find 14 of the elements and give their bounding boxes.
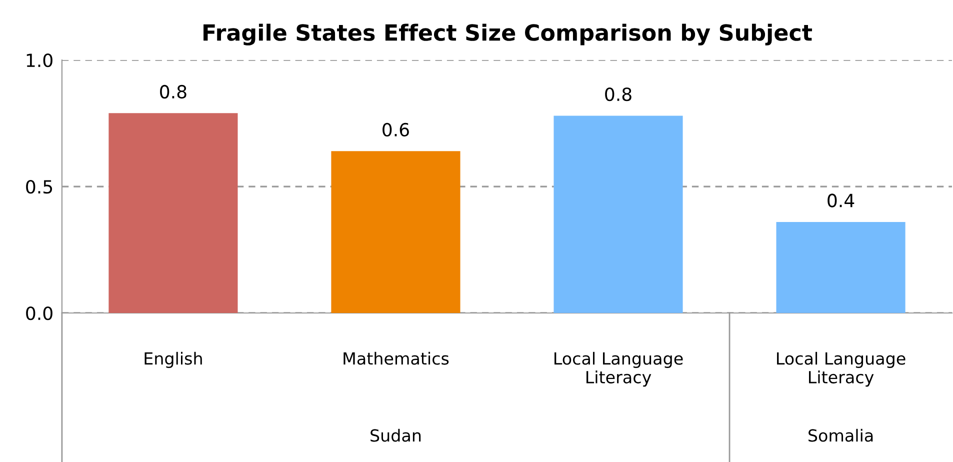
x-tick-label: Local Language Literacy (554, 352, 683, 387)
text: Somalia (808, 428, 873, 442)
x-tick-label: English (144, 352, 202, 368)
x-tick-label: Mathematics (344, 352, 449, 365)
chart-title: Fragile States Effect Size Comparison by Subject (204, 24, 812, 46)
y-tick-label: 1.0 (26, 54, 52, 68)
x-tick-label: Local Language Literacy (777, 352, 906, 387)
data-label: 0.4 (828, 194, 854, 208)
data-label: 0.8 (605, 87, 632, 102)
data-label: 0.6 (382, 122, 409, 137)
y-tick-label: 0.0 (26, 306, 52, 320)
text: Sudan (370, 428, 421, 442)
data-label: 0.8 (160, 84, 186, 99)
y-tick-label: 0.5 (26, 180, 52, 194)
